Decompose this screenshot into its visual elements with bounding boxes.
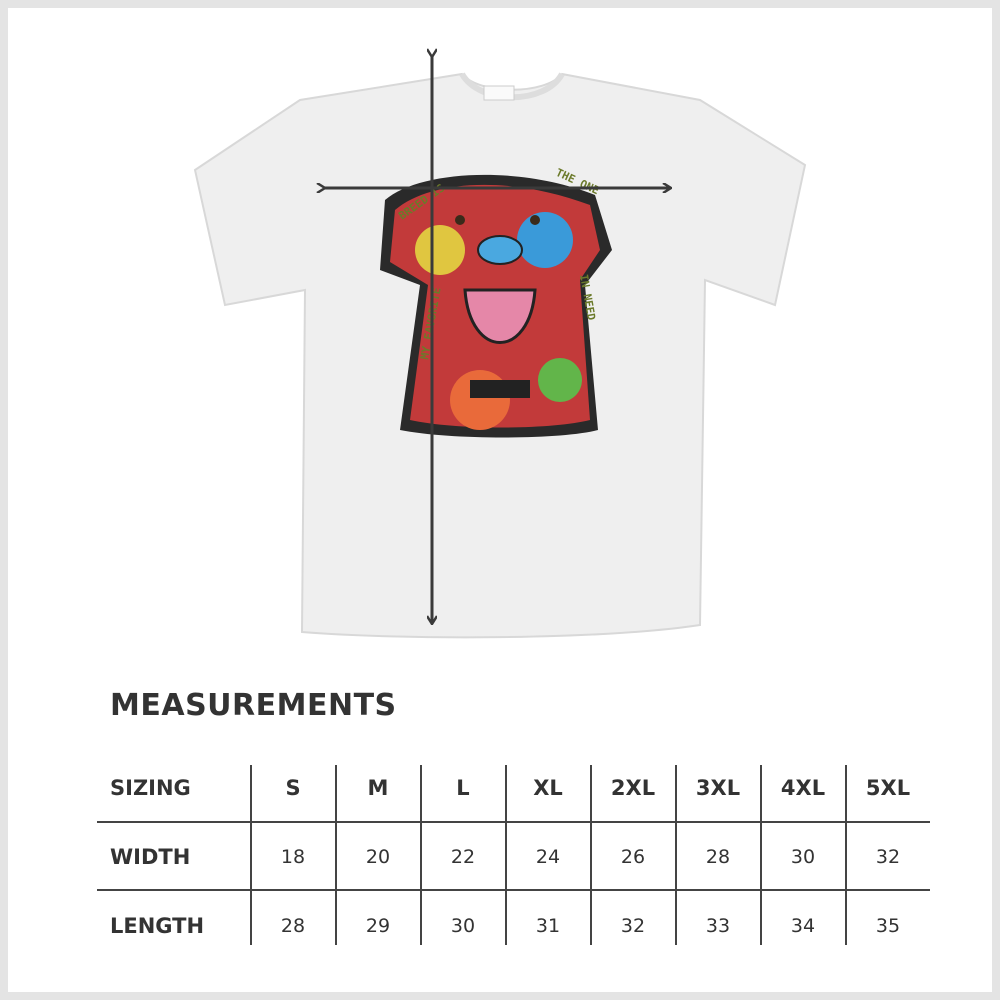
row-label-length: LENGTH: [110, 914, 205, 938]
measurements-title: MEASUREMENTS: [110, 688, 397, 723]
length-cell: 35: [875, 915, 901, 937]
table-column-divider: [590, 765, 592, 945]
table-column-divider: [845, 765, 847, 945]
header-label: SIZING: [110, 776, 191, 800]
table-column-divider: [505, 765, 507, 945]
size-header: XL: [533, 776, 563, 800]
length-cell: 33: [705, 915, 731, 937]
length-cell: 31: [535, 915, 561, 937]
size-header: M: [367, 776, 389, 800]
length-cell: 28: [280, 915, 306, 937]
length-cell: 30: [450, 915, 476, 937]
table-column-divider: [335, 765, 337, 945]
size-header: 5XL: [865, 776, 911, 800]
size-header: L: [456, 776, 470, 800]
length-cell: 34: [790, 915, 816, 937]
table-column-divider: [675, 765, 677, 945]
table-column-divider: [760, 765, 762, 945]
row-label-width: WIDTH: [110, 845, 191, 869]
width-cell: 24: [535, 846, 561, 868]
table-divider: [97, 889, 930, 891]
table-column-divider: [420, 765, 422, 945]
width-cell: 18: [280, 846, 306, 868]
width-cell: 20: [365, 846, 391, 868]
size-header: 3XL: [695, 776, 741, 800]
width-cell: 30: [790, 846, 816, 868]
tshirt-illustration: MY FAVORITE BREED IS THE ONE IN NEED: [193, 0, 807, 639]
width-cell: 32: [875, 846, 901, 868]
size-header: 4XL: [780, 776, 826, 800]
tag: [483, 85, 515, 101]
length-cell: 29: [365, 915, 391, 937]
size-header: S: [285, 776, 301, 800]
width-cell: 26: [620, 846, 646, 868]
size-header: 2XL: [610, 776, 656, 800]
table-divider: [97, 821, 930, 823]
length-cell: 32: [620, 915, 646, 937]
width-cell: 28: [705, 846, 731, 868]
table-column-divider: [250, 765, 252, 945]
width-cell: 22: [450, 846, 476, 868]
